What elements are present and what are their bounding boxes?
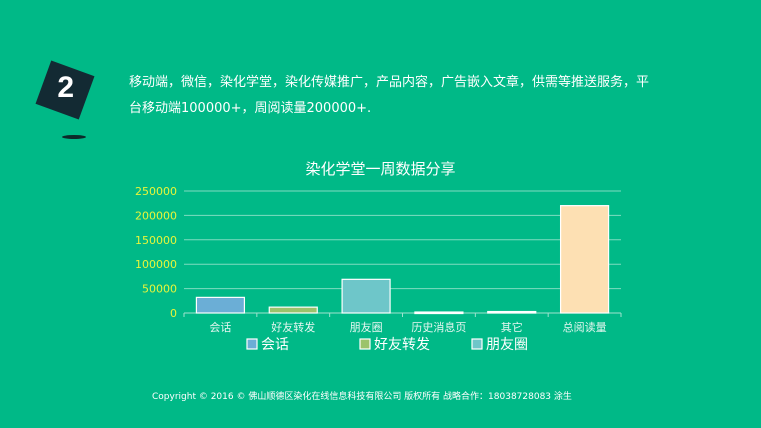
y-tick-label: 100000: [135, 258, 177, 271]
legend-label: 会话: [261, 337, 289, 353]
x-tick-label: 会话: [209, 321, 231, 334]
x-tick-label: 历史消息页: [411, 320, 466, 334]
bar-0: [195, 296, 246, 314]
x-tick-label: 好友转发: [271, 320, 315, 334]
bar-1: [268, 306, 318, 314]
legend-swatch: [246, 338, 258, 350]
bar-2: [341, 278, 391, 314]
description-text: 移动端，微信，染化学堂，染化传媒推广，产品内容，广告嵌入文章，供需等推送服务，平…: [129, 75, 650, 116]
chart-title: 染化学堂一周数据分享: [305, 160, 456, 178]
bar-4: [487, 310, 537, 314]
x-tick-label: 总阅读量: [563, 320, 607, 334]
legend-label: 朋友圈: [486, 337, 528, 353]
legend-label: 好友转发: [374, 337, 430, 353]
y-tick-label: 250000: [135, 185, 177, 198]
bar-3: [414, 311, 464, 315]
y-tick-label: 0: [170, 307, 177, 320]
legend-swatch: [471, 338, 483, 350]
y-tick-label: 150000: [135, 234, 177, 247]
legend-swatch: [359, 338, 371, 350]
x-tick-label: 其它: [501, 320, 523, 334]
badge-shadow: [62, 135, 86, 139]
x-tick-label: 朋友圈: [350, 320, 383, 334]
y-tick-label: 200000: [135, 209, 177, 222]
bar-5: [559, 205, 610, 314]
y-tick-label: 50000: [142, 283, 177, 296]
copyright-footer: Copyright © 2016 © 佛山顺德区染化在线信息科技有限公司 版权所…: [152, 392, 572, 402]
